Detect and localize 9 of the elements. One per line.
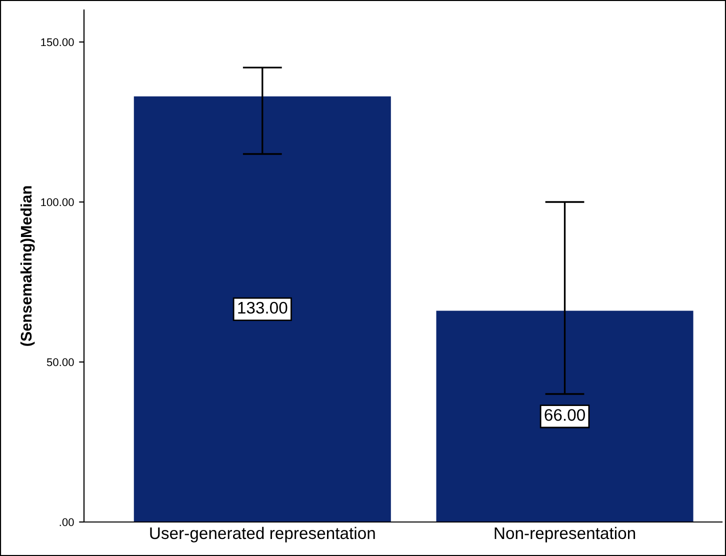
x-tick-label: User-generated representation: [150, 526, 375, 542]
x-tick-label: Non-representation: [494, 526, 636, 542]
data-label: 66.00: [544, 409, 585, 421]
y-tick-label: 50.00: [46, 358, 74, 366]
y-tick-label: 150.00: [41, 38, 74, 46]
y-tick-label: .00: [60, 518, 74, 526]
y-axis-title: (Sensemaking)Median: [20, 186, 35, 346]
data-label: 133.00: [238, 302, 288, 314]
y-tick-label: 100.00: [41, 198, 74, 206]
